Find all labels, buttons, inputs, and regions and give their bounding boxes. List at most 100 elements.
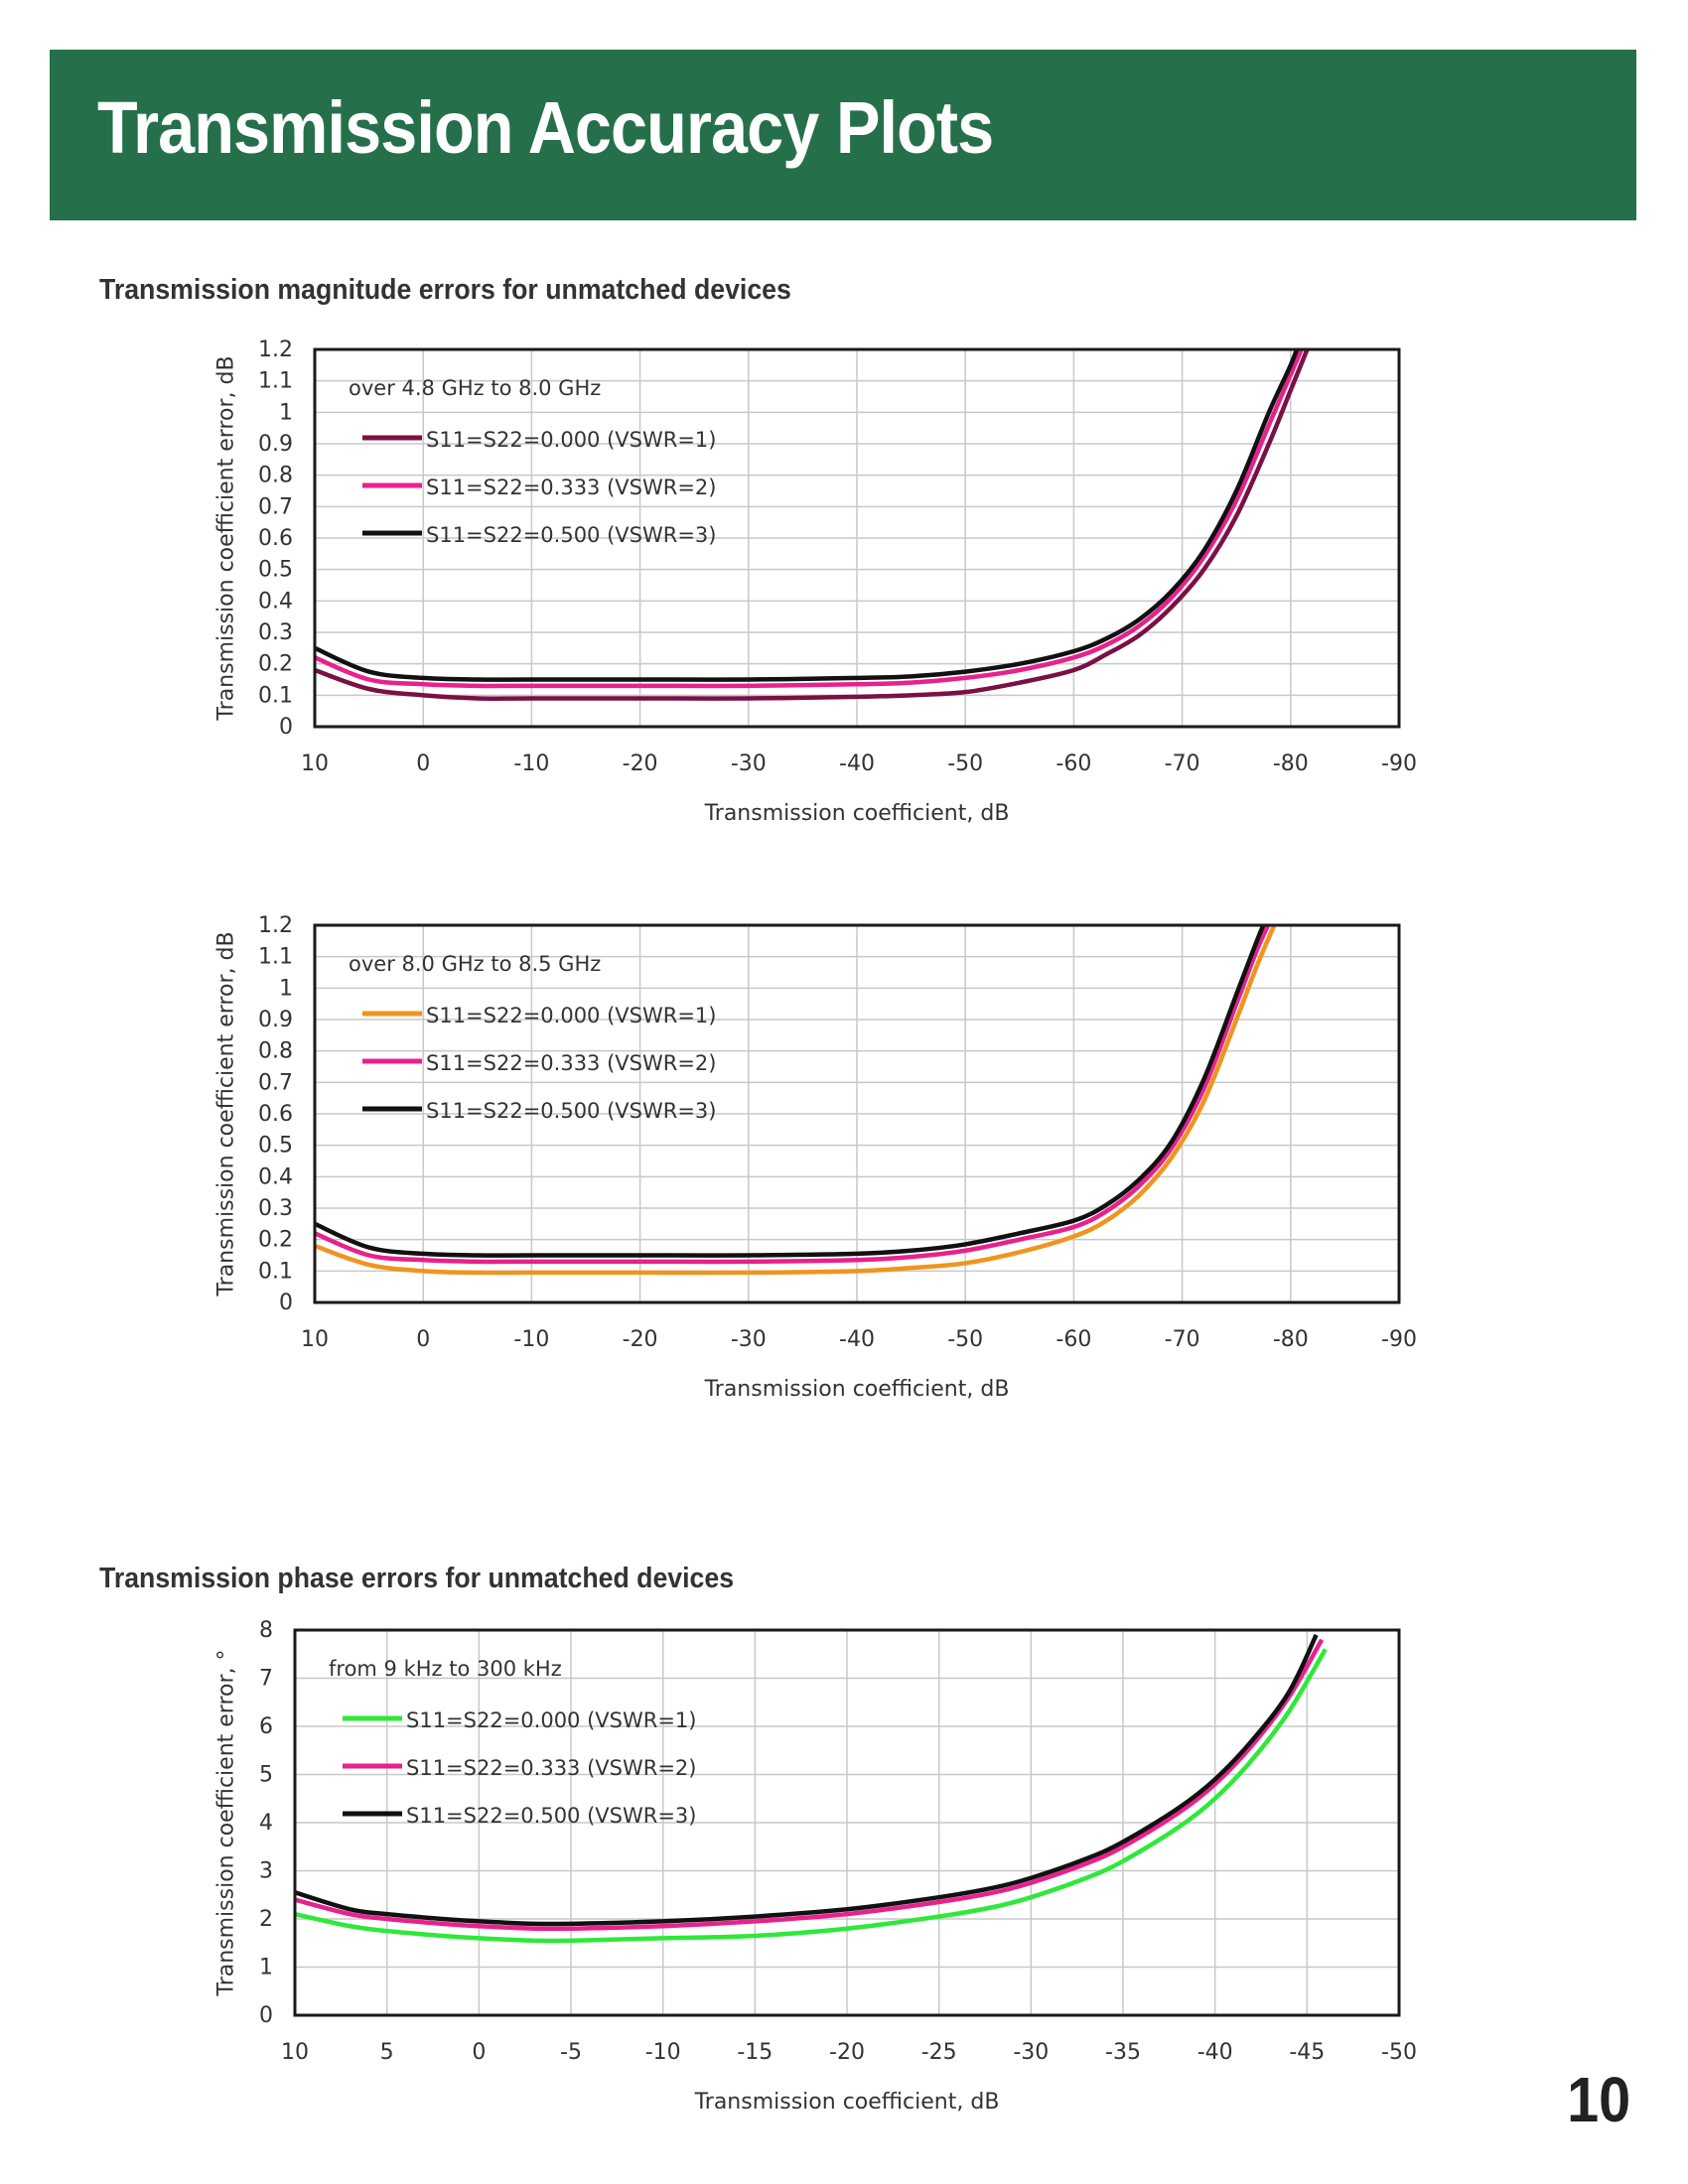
x-tick-label: -10 — [645, 2040, 681, 2065]
y-tick-label: 0.6 — [258, 1102, 293, 1127]
chart-3-svg: 0 1 2 3 4 5 6 7 8 10 5 0 -5 -10 -15 -20 -25 -30 -35 -40 -45 -… — [214, 1618, 1417, 2115]
x-tick-label: -50 — [1381, 2040, 1417, 2065]
x-tick-label: -15 — [737, 2040, 773, 2065]
y-tick-label: 0.1 — [258, 683, 293, 708]
series-line-1 — [315, 349, 1310, 701]
x-tick-label: -20 — [623, 1327, 658, 1352]
y-tick-label: 1.2 — [258, 338, 293, 362]
y-tick-label: 3 — [259, 1859, 273, 1884]
x-tick-label: 10 — [301, 751, 329, 776]
series-line-2 — [315, 925, 1271, 1265]
y-tick-label: 0.3 — [258, 1196, 293, 1221]
x-tick-label: 0 — [416, 751, 430, 776]
x-tick-label: -60 — [1055, 751, 1091, 776]
x-tick-label: -45 — [1289, 2040, 1325, 2065]
y-tick-label: 7 — [259, 1667, 273, 1692]
x-tick-label: 5 — [380, 2040, 394, 2065]
y-tick-label: 0.2 — [258, 652, 293, 677]
x-tick-label: -35 — [1105, 2040, 1141, 2065]
legend-label: S11=S22=0.000 (VSWR=1) — [406, 1708, 696, 1732]
x-tick-label: -30 — [1013, 2040, 1049, 2065]
chart-annotation: over 4.8 GHz to 8.0 GHz — [349, 376, 601, 400]
legend-label: S11=S22=0.500 (VSWR=3) — [426, 523, 716, 547]
x-tick-label: 0 — [416, 1327, 430, 1352]
y-axis-label: Transmission coefficient error, dB — [214, 931, 239, 1297]
legend: S11=S22=0.000 (VSWR=1) S11=S22=0.333 (VSW… — [362, 1004, 716, 1123]
x-tick-label: -50 — [947, 1327, 983, 1352]
page-title: Transmission Accuracy Plots — [97, 86, 994, 169]
series-line-3 — [295, 1633, 1319, 1927]
page-number: 10 — [1566, 2064, 1630, 2135]
x-tick-label: -70 — [1165, 1327, 1200, 1352]
y-tick-label: 0.7 — [258, 1070, 293, 1095]
series-line-1 — [295, 1648, 1328, 1944]
magnitude-chart-4.8-8.0ghz: 0 0.1 0.2 0.3 0.4 0.5 0.6 0.7 0.8 0.9 1 1.1 1.2 10 0 -1… — [209, 328, 1440, 834]
series-line-2 — [315, 349, 1305, 689]
x-tick-label: -40 — [1197, 2040, 1233, 2065]
section-heading-phase: Transmission phase errors for unmatched … — [99, 1563, 735, 1594]
x-tick-label: -30 — [731, 1327, 767, 1352]
y-tick-label: 0.4 — [258, 1164, 293, 1189]
x-tick-label: -40 — [839, 751, 875, 776]
y-tick-label: 0.9 — [258, 432, 293, 457]
chart-annotation: over 8.0 GHz to 8.5 GHz — [349, 952, 601, 976]
y-tick-label: 8 — [259, 1618, 273, 1643]
y-tick-label: 0 — [259, 2003, 273, 2028]
y-tick-label: 1.1 — [258, 369, 293, 394]
x-tick-label: -40 — [839, 1327, 875, 1352]
y-axis-label: Transmission coefficient error, ° — [214, 1649, 239, 1996]
x-tick-label: 0 — [472, 2040, 486, 2065]
x-tick-label: -60 — [1055, 1327, 1091, 1352]
y-tick-label: 6 — [259, 1714, 273, 1739]
y-tick-label: 1 — [259, 1956, 273, 1980]
x-tick-label: -10 — [513, 751, 549, 776]
series-group — [295, 1633, 1328, 1944]
x-tick-label: -25 — [921, 2040, 957, 2065]
legend-label: S11=S22=0.500 (VSWR=3) — [426, 1099, 716, 1123]
series-line-3 — [315, 925, 1266, 1258]
y-tick-label: 0.8 — [258, 464, 293, 488]
x-tick-label: -90 — [1381, 751, 1417, 776]
legend-label: S11=S22=0.333 (VSWR=2) — [406, 1756, 696, 1780]
y-tick-label: 0.7 — [258, 494, 293, 519]
legend-label: S11=S22=0.333 (VSWR=2) — [426, 476, 716, 499]
y-tick-label: 0.6 — [258, 526, 293, 551]
y-tick-label: 2 — [259, 1907, 273, 1932]
legend-label: S11=S22=0.500 (VSWR=3) — [406, 1804, 696, 1828]
x-axis-label: Transmission coefficient, dB — [704, 1377, 1010, 1402]
title-banner: Transmission Accuracy Plots — [50, 50, 1636, 220]
y-tick-label: 0 — [279, 715, 293, 740]
y-tick-label: 0.9 — [258, 1008, 293, 1032]
y-axis-label: Transmission coefficient error, dB — [214, 355, 239, 721]
y-tick-label: 0 — [279, 1291, 293, 1315]
plot-frame — [313, 923, 1401, 1304]
x-tick-label: -20 — [623, 751, 658, 776]
x-tick-labels: 10 0 -10 -20 -30 -40 -50 -60 -70 -80 -90 — [301, 751, 1417, 776]
magnitude-chart-8.0-8.5ghz: 0 0.1 0.2 0.3 0.4 0.5 0.6 0.7 0.8 0.9 1 1.1 1.2 10 0 -1… — [209, 903, 1440, 1410]
legend-label: S11=S22=0.333 (VSWR=2) — [426, 1051, 716, 1075]
legend: S11=S22=0.000 (VSWR=1) S11=S22=0.333 (VSW… — [362, 428, 716, 547]
y-tick-label: 4 — [259, 1811, 273, 1836]
y-tick-labels: 0 0.1 0.2 0.3 0.4 0.5 0.6 0.7 0.8 0.9 1 1.1 1.2 — [258, 338, 293, 740]
x-tick-label: -90 — [1381, 1327, 1417, 1352]
y-tick-label: 1 — [279, 400, 293, 425]
x-tick-label: -5 — [560, 2040, 582, 2065]
y-tick-label: 0.3 — [258, 620, 293, 645]
x-tick-label: -80 — [1273, 1327, 1309, 1352]
x-tick-label: -20 — [829, 2040, 865, 2065]
legend: S11=S22=0.000 (VSWR=1) S11=S22=0.333 (VSW… — [343, 1708, 696, 1828]
x-tick-label: 10 — [281, 2040, 309, 2065]
series-line-3 — [315, 349, 1300, 682]
y-tick-label: 0.5 — [258, 558, 293, 583]
x-axis-label: Transmission coefficient, dB — [694, 2090, 1000, 2115]
y-tick-label: 0.1 — [258, 1259, 293, 1284]
y-tick-label: 1 — [279, 976, 293, 1001]
series-group — [315, 349, 1310, 701]
plot-frame — [313, 347, 1401, 729]
x-tick-label: -70 — [1165, 751, 1200, 776]
x-tick-label: -30 — [731, 751, 767, 776]
y-tick-labels: 0 0.1 0.2 0.3 0.4 0.5 0.6 0.7 0.8 0.9 1 1.1 1.2 — [258, 913, 293, 1315]
y-tick-label: 5 — [259, 1763, 273, 1788]
y-tick-label: 1.2 — [258, 913, 293, 938]
y-tick-label: 0.4 — [258, 589, 293, 614]
